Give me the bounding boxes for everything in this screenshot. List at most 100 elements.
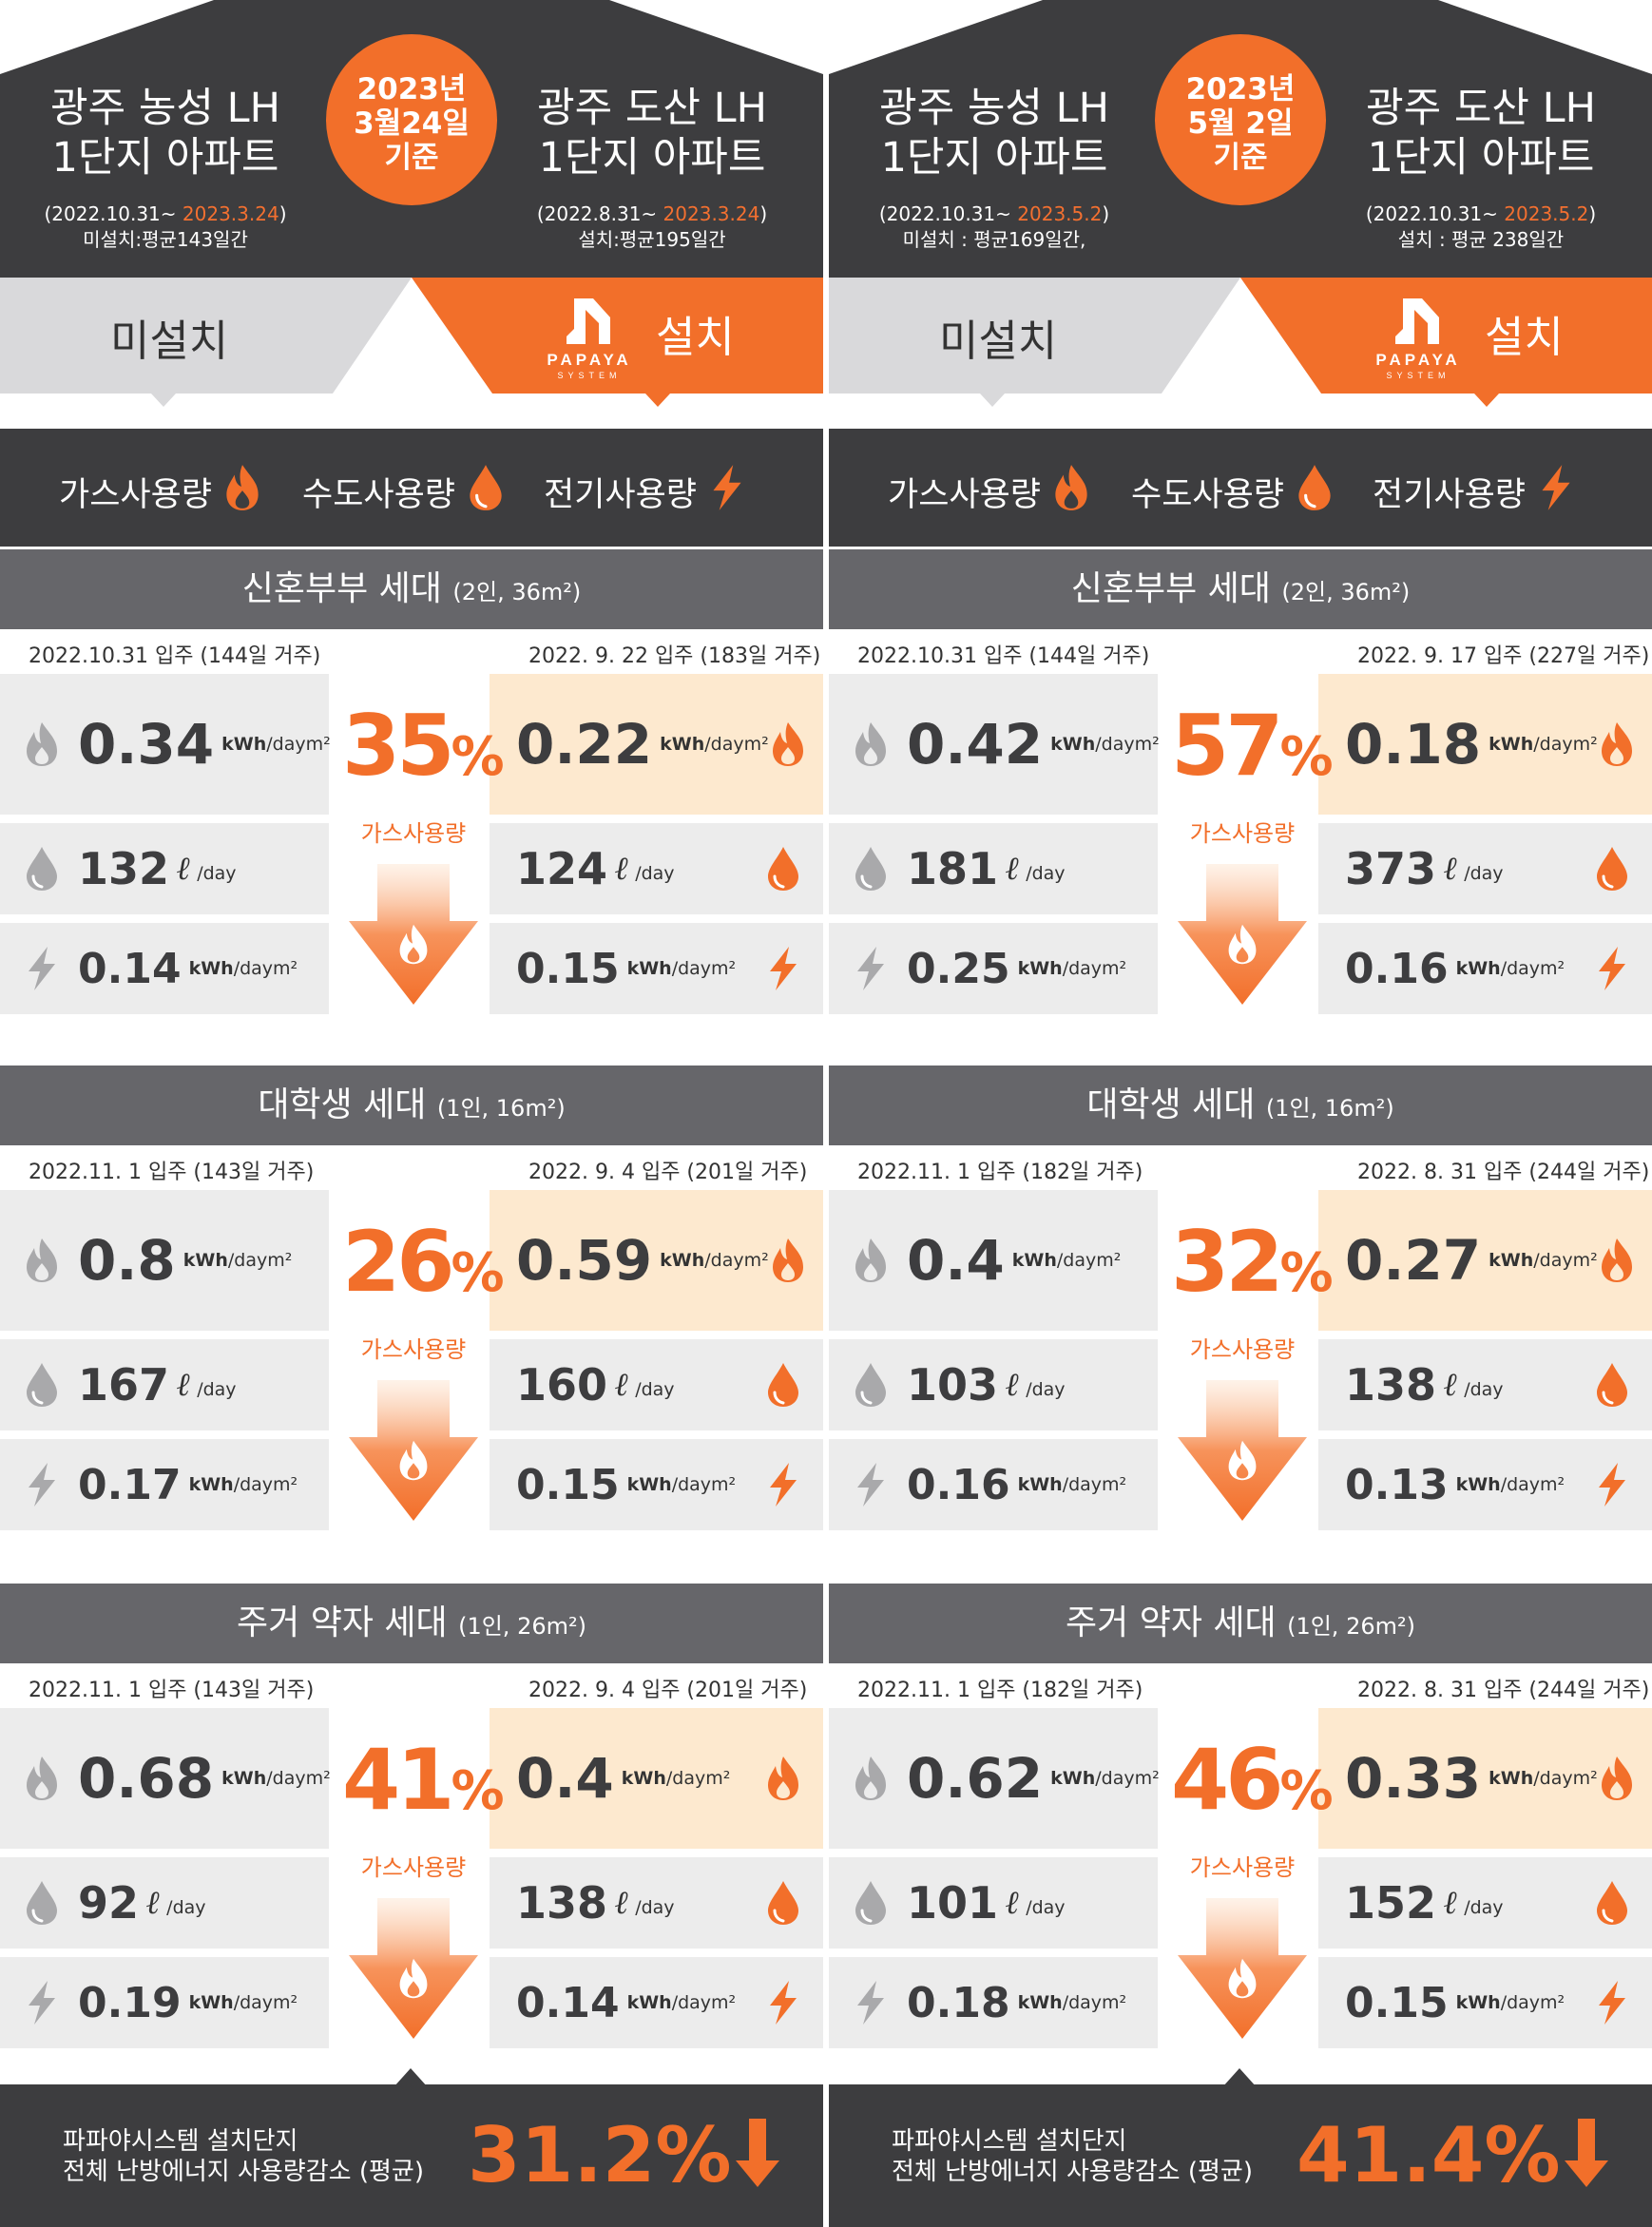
not-installed-elec-value: 0.14: [78, 944, 182, 993]
energy-unit: kWh/daym²: [1489, 734, 1598, 755]
water-drop-icon: [852, 1360, 890, 1410]
not-installed-gas-value: 0.68: [78, 1746, 215, 1811]
household-spec: (1인, 16m²): [436, 1095, 566, 1122]
gas-reduction-percent: 32%: [1171, 1213, 1334, 1311]
total-reduction-footer: 파파야시스템 설치단지 전체 난방에너지 사용량감소 (평균) 41.4%: [829, 2084, 1652, 2227]
gas-reduction-label: 가스사용량: [1189, 1336, 1296, 1363]
installed-water-row: 373 ℓ /day: [1318, 823, 1652, 914]
installed-water-value: 138: [1345, 1359, 1437, 1411]
water-unit: ℓ /day: [615, 850, 675, 888]
legend-bar: 가스사용량 수도사용량 전기사용량: [829, 429, 1652, 547]
right-complex-title: 광주 도산 LH 1단지 아파트: [519, 84, 785, 182]
not-installed-water-value: 132: [78, 843, 170, 894]
down-arrow-icon: [347, 1898, 480, 2045]
installed-elec-value: 0.15: [516, 1460, 620, 1509]
installed-water-row: 160 ℓ /day: [490, 1339, 823, 1430]
not-installed-elec-row: 0.17 kWh/daym²: [0, 1439, 329, 1530]
installed-elec-value: 0.14: [516, 1978, 620, 2027]
down-arrow-icon: [1176, 1380, 1309, 1526]
installed-water-row: 124 ℓ /day: [490, 823, 823, 914]
not-installed-water-value: 167: [78, 1359, 170, 1411]
reference-date-badge: 2023년 5월 2일 기준: [1155, 34, 1326, 205]
label-not-installed: 미설치: [939, 316, 1058, 366]
reference-date-badge: 2023년 3월24일 기준: [326, 34, 497, 205]
water-unit: ℓ /day: [1006, 850, 1066, 888]
flame-icon: [769, 719, 807, 770]
installed-gas-value: 0.4: [516, 1746, 614, 1811]
water-drop-icon: [23, 844, 61, 893]
water-unit: ℓ /day: [1444, 1884, 1504, 1922]
flame-icon: [1050, 463, 1092, 521]
energy-unit: kWh/daym²: [626, 958, 737, 979]
gas-reduction-percent: 26%: [342, 1213, 505, 1311]
footer-pointer: [394, 2068, 428, 2091]
left-title-line2: 1단지 아파트: [51, 134, 279, 182]
not-installed-gas-value: 0.42: [907, 712, 1044, 777]
left-title-line2: 1단지 아파트: [880, 134, 1108, 182]
energy-unit: kWh/daym²: [188, 1474, 298, 1495]
papaya-logo-icon: PAPAYA SYSTEM: [1361, 295, 1475, 380]
footer-description: 파파야시스템 설치단지 전체 난방에너지 사용량감소 (평균): [63, 2127, 424, 2186]
installed-elec-row: 0.14 kWh/daym²: [490, 1957, 823, 2048]
lightning-icon: [764, 1979, 802, 2026]
flame-icon: [852, 719, 890, 770]
installed-elec-row: 0.13 kWh/daym²: [1318, 1439, 1652, 1530]
water-drop-icon: [764, 1360, 802, 1410]
percent-value: 35: [342, 697, 454, 795]
flame-icon: [852, 1753, 890, 1804]
gas-reduction-label: 가스사용량: [360, 1336, 467, 1363]
installed-water-value: 124: [516, 843, 608, 894]
installed-water-value: 138: [516, 1877, 608, 1929]
right-title-line1: 광주 도산 LH: [537, 85, 767, 132]
label-not-installed: 미설치: [110, 316, 229, 366]
not-installed-water-row: 92 ℓ /day: [0, 1857, 329, 1949]
household-name: 신혼부부 세대: [241, 569, 442, 608]
percent-value: 32: [1171, 1213, 1283, 1311]
not-installed-gas-row: 0.8 kWh/daym²: [0, 1190, 329, 1331]
svg-text:SYSTEM: SYSTEM: [557, 371, 621, 380]
right-move-in: 2022. 9. 22 입주 (183일 거주): [528, 644, 821, 668]
left-move-in: 2022.11. 1 입주 (143일 거주): [29, 1679, 315, 1702]
not-installed-water-value: 92: [78, 1877, 140, 1929]
flame-icon: [23, 1753, 61, 1804]
water-unit: ℓ /day: [615, 1884, 675, 1922]
water-drop-icon: [23, 1878, 61, 1928]
energy-unit: kWh/daym²: [660, 734, 769, 755]
lightning-icon: [23, 1979, 61, 2026]
flame-icon: [769, 1235, 807, 1286]
household-name: 대학생 세대: [258, 1085, 427, 1124]
water-drop-icon: [23, 1360, 61, 1410]
installed-gas-value: 0.18: [1345, 712, 1482, 777]
water-drop-icon: [1593, 1360, 1631, 1410]
energy-unit: kWh/daym²: [621, 1768, 731, 1789]
total-reduction-footer: 파파야시스템 설치단지 전체 난방에너지 사용량감소 (평균) 31.2%: [0, 2084, 823, 2227]
installed-elec-value: 0.13: [1345, 1460, 1449, 1509]
water-drop-icon: [852, 844, 890, 893]
household-name: 대학생 세대: [1086, 1085, 1256, 1124]
not-installed-water-value: 103: [907, 1359, 999, 1411]
energy-unit: kWh/daym²: [1455, 1474, 1566, 1495]
energy-unit: kWh/daym²: [626, 1992, 737, 2013]
legend-electric: 전기사용량: [1373, 463, 1577, 521]
not-installed-gas-value: 0.34: [78, 712, 215, 777]
household-name: 주거 약자 세대: [1066, 1603, 1277, 1642]
not-installed-elec-value: 0.19: [78, 1978, 182, 2027]
not-installed-gas-value: 0.4: [907, 1228, 1005, 1293]
footer-reduction-value: 41.4%: [1297, 2103, 1608, 2214]
installed-gas-row: 0.18 kWh/daym²: [1318, 674, 1652, 815]
installed-gas-row: 0.59 kWh/daym²: [490, 1190, 823, 1331]
water-unit: ℓ /day: [1006, 1366, 1066, 1404]
not-installed-gas-value: 0.8: [78, 1228, 176, 1293]
household-name: 신혼부부 세대: [1070, 569, 1271, 608]
not-installed-elec-row: 0.16 kWh/daym²: [829, 1439, 1158, 1530]
household-section-title: 대학생 세대 (1인, 16m²): [0, 1066, 823, 1145]
installed-elec-row: 0.15 kWh/daym²: [1318, 1957, 1652, 2048]
left-title-line1: 광주 농성 LH: [50, 85, 280, 132]
energy-unit: kWh/daym²: [1489, 1250, 1598, 1271]
installed-elec-row: 0.15 kWh/daym²: [490, 923, 823, 1014]
lightning-icon: [764, 945, 802, 992]
not-installed-elec-row: 0.25 kWh/daym²: [829, 923, 1158, 1014]
energy-unit: kWh/daym²: [1455, 958, 1566, 979]
energy-unit: kWh/daym²: [1050, 734, 1160, 755]
water-drop-icon: [465, 463, 507, 521]
